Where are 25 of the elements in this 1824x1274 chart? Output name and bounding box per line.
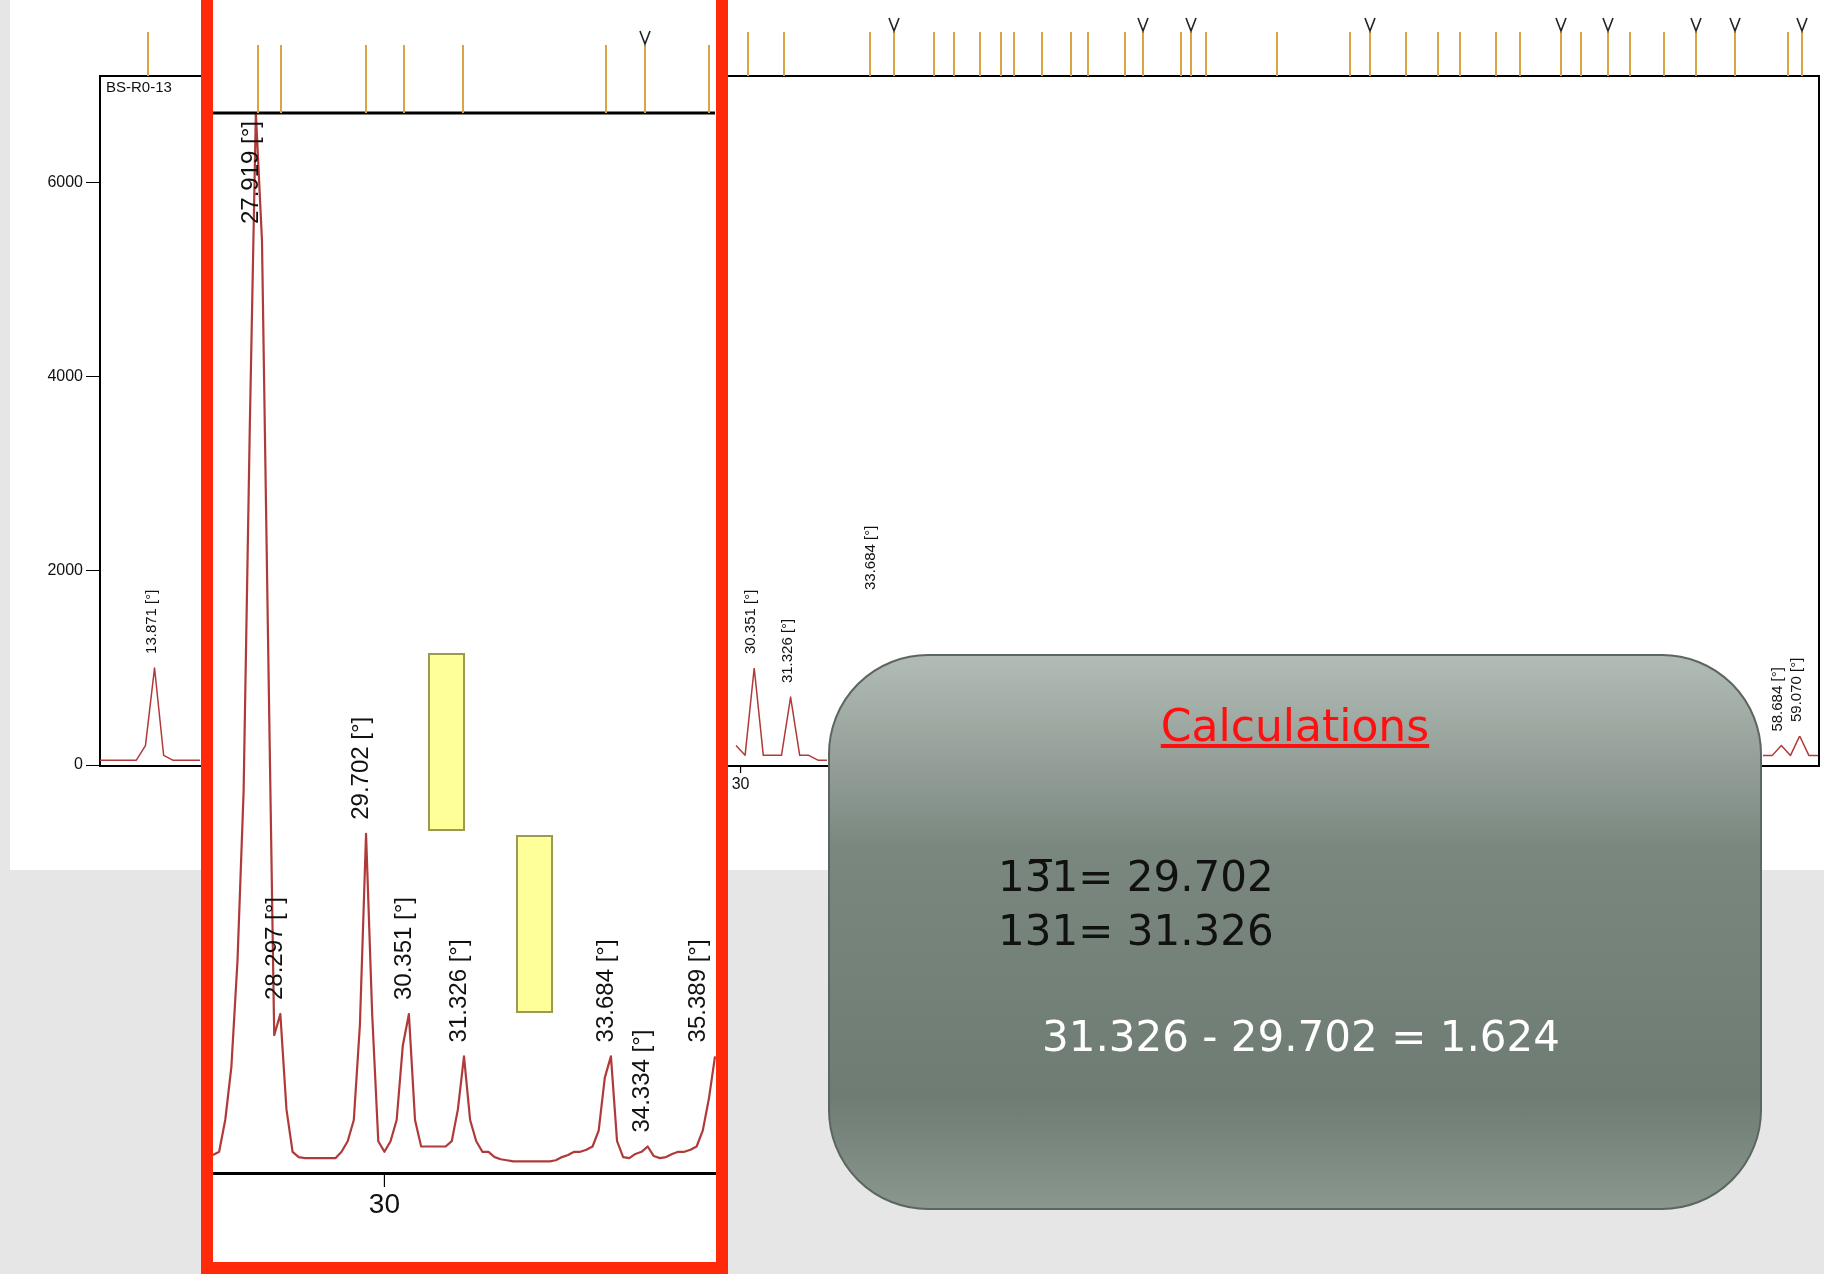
annotation: 30.351 [°] bbox=[388, 896, 416, 1000]
chart-title: BS-R0-13 bbox=[106, 77, 172, 95]
annotation: 31.326 [°] bbox=[777, 618, 795, 684]
annotation: 35.389 [°] bbox=[682, 939, 710, 1043]
text: 30.351 [°] bbox=[741, 589, 759, 654]
annotation: 29.702 [°] bbox=[345, 716, 373, 820]
text: 30 bbox=[368, 1187, 400, 1219]
annotation: 33.684 [°] bbox=[590, 939, 618, 1043]
text: 131= 31.326 bbox=[998, 906, 1274, 955]
text: 31.326 - 29.702 = 1.624 bbox=[1042, 1012, 1560, 1061]
annotation: 31.326 [°] bbox=[443, 939, 471, 1043]
annotation: 28.297 [°] bbox=[260, 896, 288, 1000]
text: 58.684 [°] bbox=[1768, 667, 1786, 732]
text: 59.070 [°] bbox=[1786, 657, 1804, 722]
annotation: 27.919 [°] bbox=[235, 121, 263, 225]
annotation: 34.334 [°] bbox=[627, 1029, 655, 1133]
text: 13̅1= 29.702 bbox=[998, 852, 1274, 901]
y-tick-label: 6000 bbox=[47, 173, 84, 191]
text: Calculations bbox=[1159, 700, 1431, 751]
y-tick-label: 0 bbox=[74, 755, 84, 773]
text: 30 bbox=[731, 775, 750, 793]
annotation: 13.871 [°] bbox=[141, 589, 159, 654]
y-tick-label: 2000 bbox=[47, 561, 84, 579]
y-tick-label: 4000 bbox=[47, 367, 84, 385]
text: 33.684 [°] bbox=[861, 525, 879, 590]
